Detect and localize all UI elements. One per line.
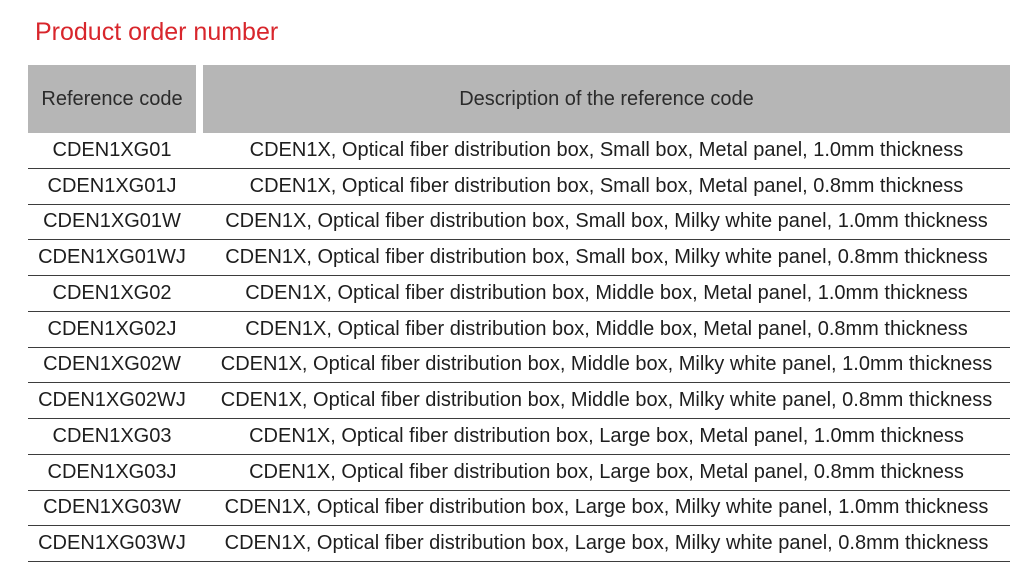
description-cell: CDEN1X, Optical fiber distribution box, … bbox=[224, 532, 989, 555]
column-divider bbox=[196, 65, 203, 133]
column-divider bbox=[196, 526, 203, 561]
column-divider bbox=[196, 133, 203, 168]
table-row: CDEN1XG01 CDEN1X, Optical fiber distribut… bbox=[28, 133, 1010, 169]
reference-code-cell: CDEN1XG02J bbox=[47, 317, 177, 340]
column-divider bbox=[196, 348, 203, 383]
column-divider bbox=[196, 312, 203, 347]
column-header-reference-code: Reference code bbox=[28, 65, 196, 133]
description-cell: CDEN1X, Optical fiber distribution box, … bbox=[224, 496, 989, 519]
description-cell: CDEN1X, Optical fiber distribution box, … bbox=[245, 317, 968, 340]
product-order-table: Reference code Description of the refere… bbox=[28, 65, 1010, 562]
reference-code-cell: CDEN1XG03 bbox=[52, 424, 172, 447]
column-divider bbox=[196, 491, 203, 526]
description-cell: CDEN1X, Optical fiber distribution box, … bbox=[220, 353, 993, 376]
reference-code-cell: CDEN1XG01W bbox=[43, 210, 181, 233]
reference-code-cell: CDEN1XG01J bbox=[47, 174, 177, 197]
column-divider bbox=[196, 240, 203, 275]
table-row: CDEN1XG03J CDEN1X, Optical fiber distribu… bbox=[28, 455, 1010, 491]
table-row: CDEN1XG01J CDEN1X, Optical fiber distribu… bbox=[28, 169, 1010, 205]
description-cell: CDEN1X, Optical fiber distribution box, … bbox=[225, 246, 988, 269]
table-row: CDEN1XG03 CDEN1X, Optical fiber distribut… bbox=[28, 419, 1010, 455]
reference-code-cell: CDEN1XG03W bbox=[43, 496, 181, 519]
reference-code-cell: CDEN1XG01 bbox=[52, 138, 172, 161]
page-title: Product order number bbox=[35, 18, 279, 46]
reference-code-cell: CDEN1XG02 bbox=[52, 281, 172, 304]
description-cell: CDEN1X, Optical fiber distribution box, … bbox=[249, 174, 964, 197]
table-header-row: Reference code Description of the refere… bbox=[28, 65, 1010, 133]
column-header-description: Description of the reference code bbox=[203, 65, 1010, 133]
reference-code-cell: CDEN1XG02WJ bbox=[38, 389, 186, 412]
column-divider bbox=[196, 419, 203, 454]
description-cell: CDEN1X, Optical fiber distribution box, … bbox=[225, 210, 988, 233]
column-divider bbox=[196, 276, 203, 311]
description-cell: CDEN1X, Optical fiber distribution box, … bbox=[249, 138, 964, 161]
reference-code-cell: CDEN1XG01WJ bbox=[38, 246, 186, 269]
column-divider bbox=[196, 169, 203, 204]
table-row: CDEN1XG02WJ CDEN1X, Optical fiber distrib… bbox=[28, 383, 1010, 419]
reference-code-cell: CDEN1XG03WJ bbox=[38, 532, 186, 555]
column-divider bbox=[196, 383, 203, 418]
table-row: CDEN1XG03WJ CDEN1X, Optical fiber distrib… bbox=[28, 526, 1010, 562]
table-row: CDEN1XG02 CDEN1X, Optical fiber distribut… bbox=[28, 276, 1010, 312]
table-body: CDEN1XG01 CDEN1X, Optical fiber distribut… bbox=[28, 133, 1010, 562]
column-divider bbox=[196, 455, 203, 490]
table-row: CDEN1XG03W CDEN1X, Optical fiber distribu… bbox=[28, 491, 1010, 527]
table-row: CDEN1XG02W CDEN1X, Optical fiber distribu… bbox=[28, 348, 1010, 384]
reference-code-cell: CDEN1XG02W bbox=[43, 353, 181, 376]
table-row: CDEN1XG01W CDEN1X, Optical fiber distribu… bbox=[28, 205, 1010, 241]
description-cell: CDEN1X, Optical fiber distribution box, … bbox=[245, 281, 968, 304]
description-cell: CDEN1X, Optical fiber distribution box, … bbox=[249, 460, 964, 483]
description-cell: CDEN1X, Optical fiber distribution box, … bbox=[220, 389, 993, 412]
reference-code-cell: CDEN1XG03J bbox=[47, 460, 177, 483]
description-cell: CDEN1X, Optical fiber distribution box, … bbox=[249, 424, 964, 447]
column-divider bbox=[196, 205, 203, 240]
table-row: CDEN1XG02J CDEN1X, Optical fiber distribu… bbox=[28, 312, 1010, 348]
table-row: CDEN1XG01WJ CDEN1X, Optical fiber distrib… bbox=[28, 240, 1010, 276]
